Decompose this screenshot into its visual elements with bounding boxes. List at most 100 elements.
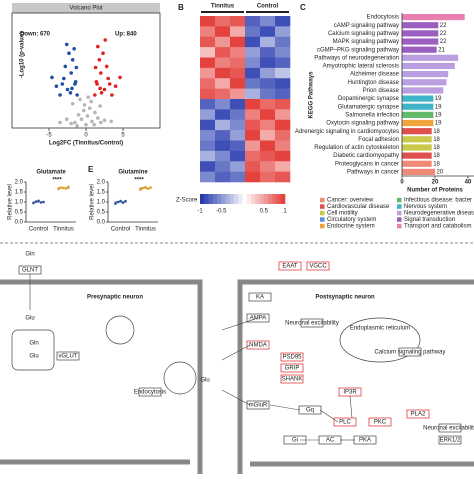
node-label: ERK1/2 [440, 438, 461, 444]
point [65, 87, 70, 92]
node-label: Glu [25, 316, 34, 322]
value-label: 19 [435, 96, 442, 102]
point [73, 80, 78, 84]
point [93, 65, 98, 70]
node-label: PKA [359, 438, 371, 444]
category-label: Oxytocin signaling pathway [326, 121, 399, 127]
arrow [349, 395, 353, 419]
point [75, 124, 79, 128]
y-tick-label: 1.5 [97, 190, 106, 196]
heat-cell [200, 99, 216, 110]
annotation: Up: 840 [115, 32, 137, 38]
category-label: Diabetic cardiomyopathy [333, 153, 399, 159]
heat-cell [275, 47, 291, 58]
y-tick-label: 1.5 [15, 190, 24, 196]
point [75, 93, 79, 97]
arrow [221, 344, 251, 361]
node-box [398, 347, 422, 357]
colorbar-step [234, 194, 239, 204]
category-label: Focal adhesion [358, 137, 399, 143]
node-label: PLA2 [411, 412, 426, 418]
point [96, 116, 100, 120]
heat-cell [260, 16, 276, 27]
panel-letter: B [178, 3, 184, 12]
point [103, 38, 108, 42]
heat-cell [230, 78, 246, 89]
point [78, 97, 82, 102]
point [92, 122, 96, 127]
legend-swatch [320, 223, 325, 229]
colorbar-step [208, 194, 214, 204]
heat-cell [230, 109, 246, 121]
point [32, 201, 35, 205]
heat-cell [245, 67, 261, 79]
point [67, 185, 70, 189]
colorbar-step [200, 194, 205, 204]
value-label: 18 [433, 153, 440, 159]
heat-cell [215, 150, 231, 162]
heat-cell [230, 16, 246, 27]
point [70, 86, 74, 91]
bar [402, 54, 459, 61]
heat-cell [215, 78, 231, 89]
colorbar-step [217, 194, 222, 204]
column-label: Control [257, 4, 279, 10]
category-label: Amyotrophic lateral sclerosis [323, 64, 399, 70]
group-bar [246, 11, 289, 13]
legend-label: Cardiovascular disease [327, 204, 390, 210]
y-axis-label: Relative level [8, 184, 14, 220]
heat-cell [275, 67, 291, 79]
colorbar-step [221, 194, 226, 204]
x-tick-label: 40 [465, 180, 472, 186]
heat-cell [200, 140, 216, 152]
legend-label: Cancer: overview [327, 198, 374, 204]
x-tick-label: Tinnitus [53, 227, 74, 233]
value-label: 18 [433, 137, 440, 143]
annotation: Down: 670 [20, 32, 51, 38]
point [93, 110, 97, 115]
value-label: 19 [435, 121, 442, 127]
node-box [280, 363, 304, 373]
node-box [306, 261, 330, 271]
heat-cell [200, 150, 216, 162]
heat-cell [200, 67, 216, 79]
value-label: 18 [433, 161, 440, 167]
point [149, 186, 152, 189]
significance: **** [134, 178, 144, 184]
node-label: AMPA [250, 316, 267, 322]
category-label: Regulation of actin cytoskeleton [314, 145, 399, 151]
point [72, 47, 76, 51]
point [114, 202, 117, 205]
legend-swatch [397, 210, 402, 216]
column-label: Tinnitus [211, 4, 235, 10]
category-label: Huntington disease [348, 80, 400, 86]
vesicle [105, 315, 135, 345]
colorbar-step [242, 194, 248, 204]
node-label: GLNT [22, 268, 38, 274]
category-label: Endocytosis [367, 15, 399, 21]
heat-cell [200, 47, 216, 58]
point [101, 51, 105, 55]
point [84, 122, 88, 127]
bar [402, 111, 434, 118]
heat-cell [200, 119, 216, 131]
node-label: GRIP [285, 366, 300, 372]
group-bar [201, 11, 244, 13]
point [146, 187, 150, 191]
x-tick-label: 0 [84, 133, 88, 139]
heat-cell [230, 67, 246, 79]
heat-cell [245, 99, 261, 110]
value-label: 20 [437, 170, 444, 176]
point [106, 76, 110, 81]
point [81, 108, 86, 113]
point [62, 76, 66, 81]
point [58, 120, 62, 125]
point [119, 199, 122, 203]
heat-cell [230, 150, 246, 162]
heat-cell [275, 78, 291, 89]
colorbar-tick-label: -0.5 [216, 209, 227, 215]
heat-cell [200, 26, 216, 38]
node-label: Endocytosis [134, 390, 166, 396]
heat-cell [230, 47, 246, 58]
y-tick-label: 2.0 [15, 180, 24, 186]
